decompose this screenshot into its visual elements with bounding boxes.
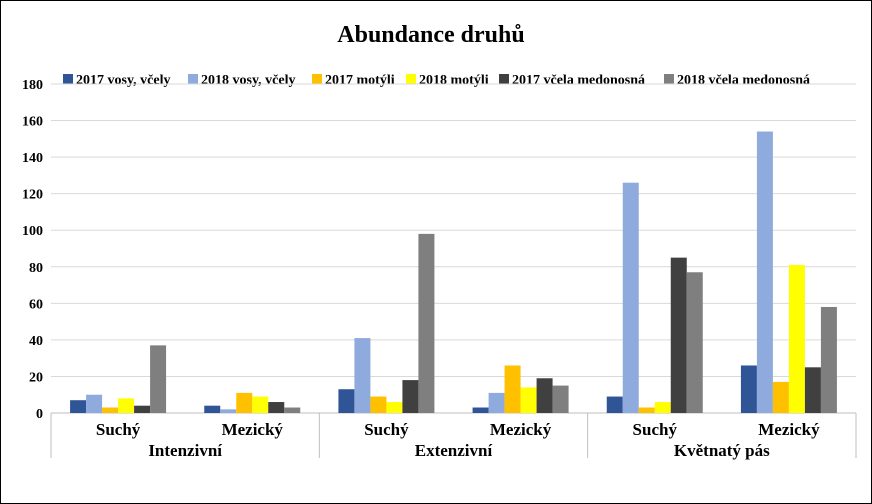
- legend-swatch: [188, 74, 198, 84]
- x-category-label: Mezický: [490, 420, 552, 439]
- bar: [820, 306, 837, 413]
- bar: [70, 400, 87, 413]
- chart-title: Abundance druhů: [337, 22, 524, 48]
- y-tick-label: 140: [22, 151, 43, 166]
- bar: [488, 392, 505, 413]
- bar: [788, 264, 805, 413]
- y-tick-label: 160: [22, 115, 43, 130]
- bar: [756, 131, 773, 413]
- bar: [338, 389, 355, 413]
- x-group-label: Extenzivní: [415, 441, 493, 460]
- bar: [552, 385, 569, 413]
- bar: [284, 407, 301, 413]
- legend-swatch: [312, 74, 322, 84]
- legend-label: 2018 motýli: [419, 73, 489, 88]
- bar: [472, 407, 489, 413]
- y-tick-label: 0: [36, 407, 43, 422]
- y-tick-label: 80: [29, 261, 43, 276]
- bar: [252, 396, 269, 413]
- bar: [772, 381, 789, 413]
- bar: [504, 365, 521, 413]
- legend: 2017 vosy, včely 2018 vosy, včely 2017 mot…: [63, 73, 810, 88]
- bar: [118, 398, 135, 413]
- bar: [236, 392, 253, 413]
- x-category-label: Suchý: [364, 420, 409, 439]
- legend-label: 2017 motýli: [325, 73, 395, 88]
- bar: [622, 182, 639, 413]
- legend-swatch: [664, 74, 674, 84]
- legend-label: 2017 včela medonosná: [512, 73, 645, 88]
- bar: [386, 402, 403, 413]
- x-category-label: Suchý: [633, 420, 678, 439]
- x-axis: Suchý Mezický Suchý Mezický Suchý MezickýInte…: [50, 413, 857, 460]
- legend-swatch: [63, 74, 73, 84]
- y-axis-tick-labels: 0 20 40 60 80 100 120 140 160 180: [22, 78, 43, 422]
- x-group-label: Květnatý pás: [674, 441, 770, 460]
- bar: [536, 378, 553, 413]
- bar: [402, 380, 419, 413]
- bar: [370, 396, 387, 413]
- y-tick-label: 60: [29, 297, 43, 312]
- bar: [354, 338, 371, 413]
- bar: [204, 405, 221, 413]
- bars: [70, 131, 837, 413]
- y-tick-label: 20: [29, 370, 43, 385]
- bar: [740, 365, 757, 413]
- bar: [150, 345, 167, 413]
- x-category-label: Mezický: [758, 420, 820, 439]
- bar: [670, 257, 687, 413]
- bar: [804, 367, 821, 413]
- y-tick-label: 40: [29, 334, 43, 349]
- bar: [134, 405, 151, 413]
- bar: [654, 402, 671, 413]
- bar: [686, 272, 703, 413]
- x-group-label: Intenzivní: [148, 441, 222, 460]
- legend-label: 2018 vosy, včely: [201, 73, 296, 88]
- bar: [86, 394, 103, 413]
- bar: [220, 409, 237, 413]
- legend-label: 2018 včela medonosná: [677, 73, 810, 88]
- bar: [102, 407, 119, 413]
- bar: [418, 233, 435, 413]
- legend-swatch: [499, 74, 509, 84]
- legend-swatch: [406, 74, 416, 84]
- x-category-label: Mezický: [222, 420, 284, 439]
- y-tick-label: 120: [22, 188, 43, 203]
- x-category-label: Suchý: [96, 420, 141, 439]
- bar: [606, 396, 623, 413]
- y-tick-label: 100: [22, 224, 43, 239]
- bar: [268, 402, 285, 413]
- y-tick-label: 180: [22, 78, 43, 93]
- bar: [520, 387, 537, 413]
- legend-label: 2017 vosy, včely: [76, 73, 171, 88]
- gridlines: [51, 83, 856, 414]
- bar: [638, 407, 655, 413]
